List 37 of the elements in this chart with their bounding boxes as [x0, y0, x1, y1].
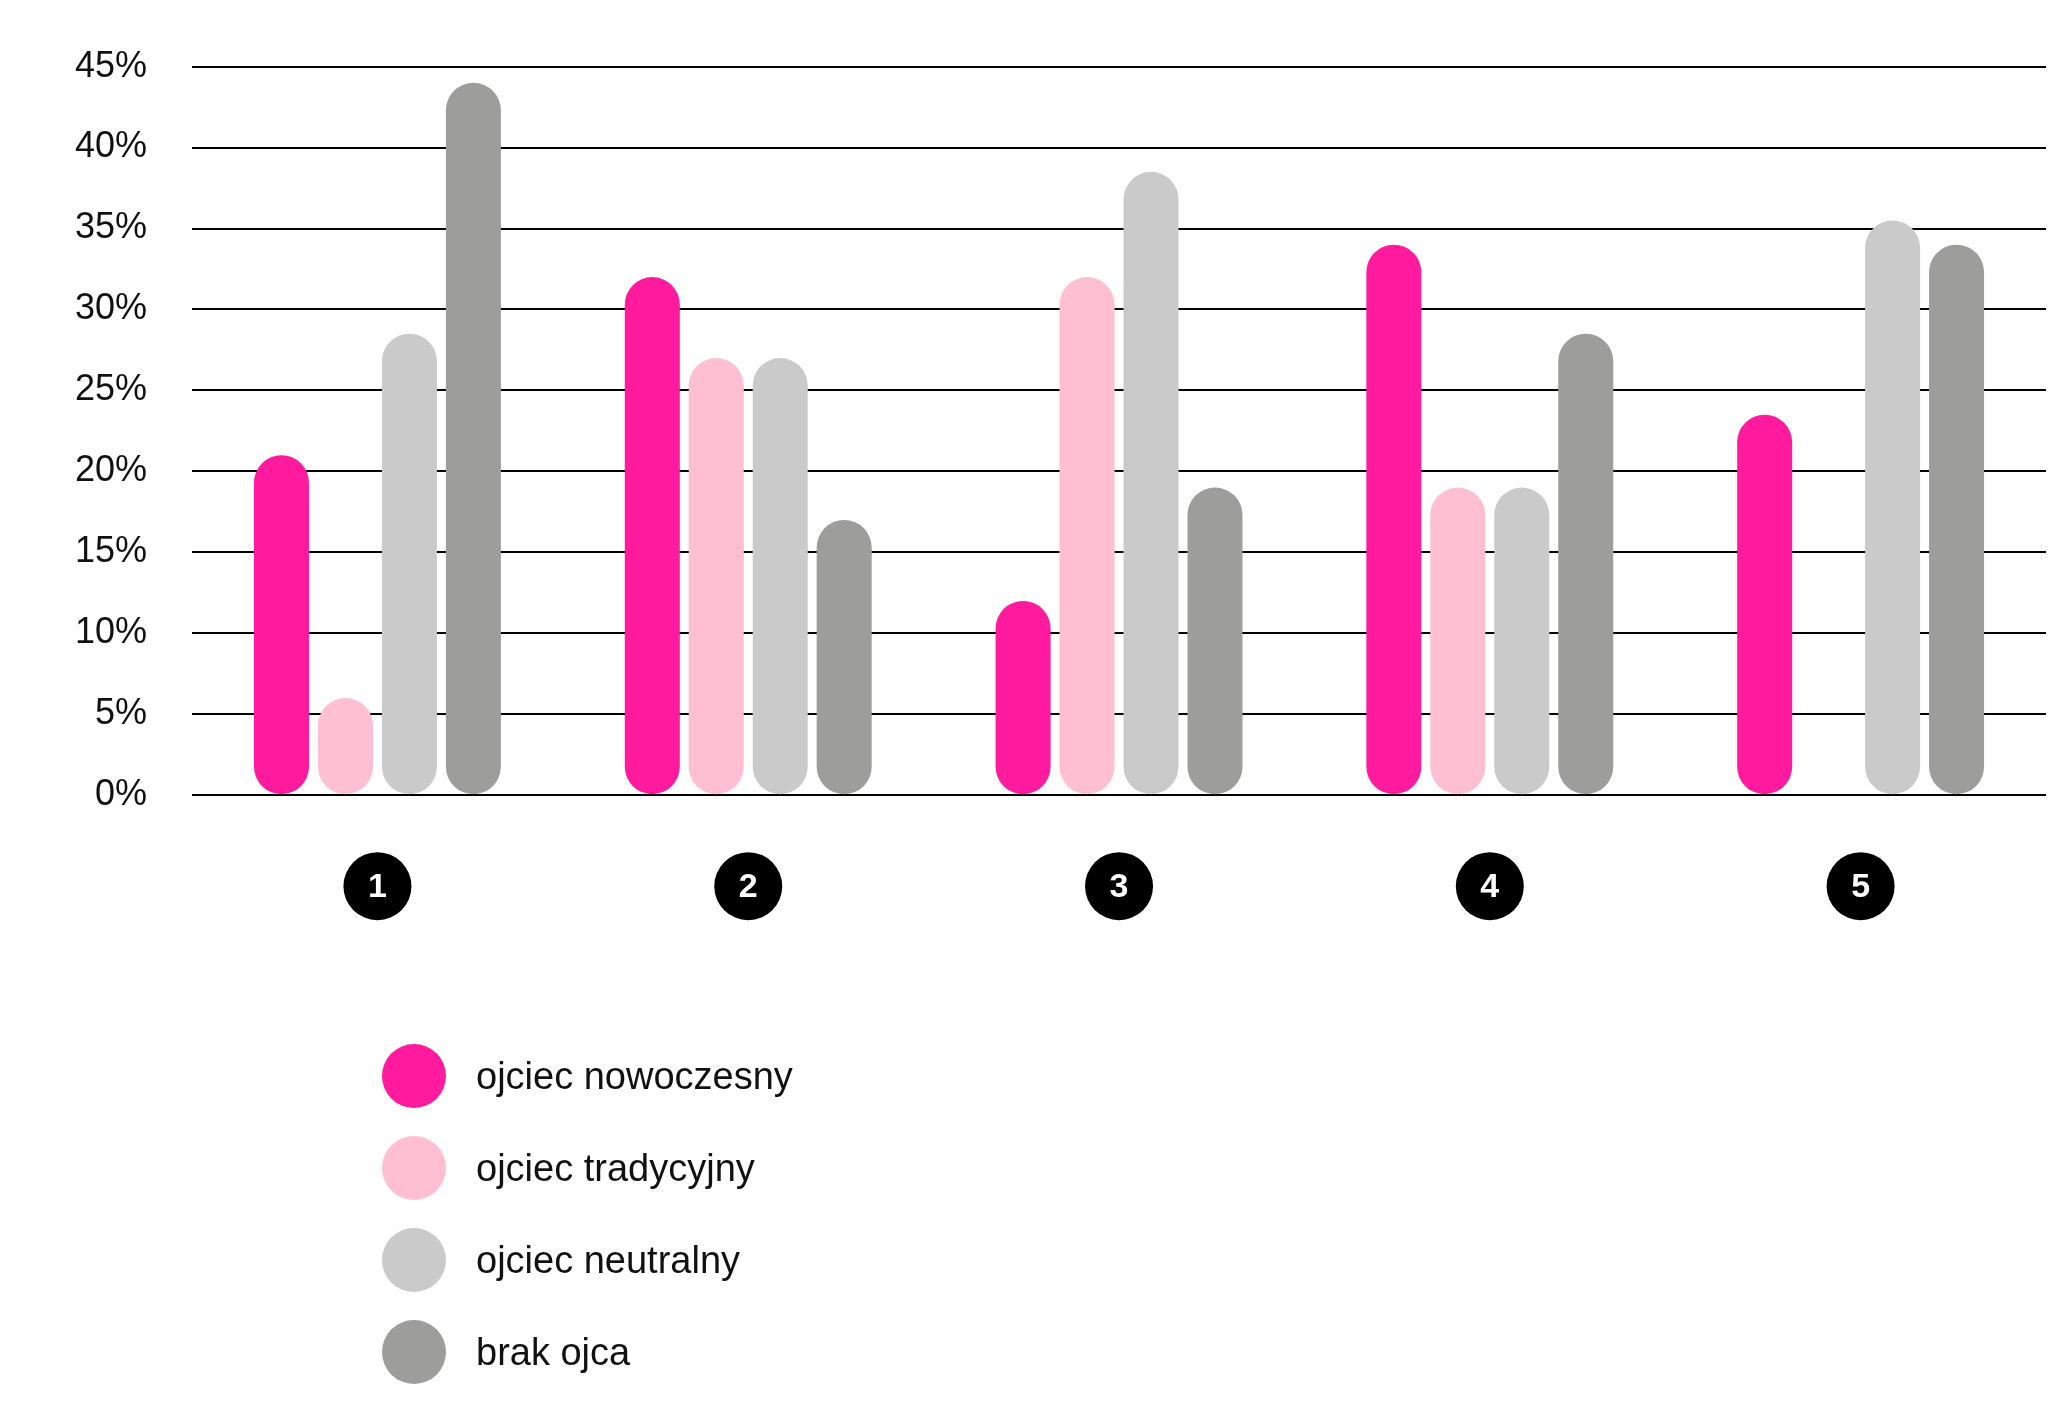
y-tick-label: 30% — [74, 286, 148, 328]
y-tick-label: 20% — [74, 448, 148, 490]
bar — [688, 358, 744, 795]
bar — [445, 82, 501, 795]
x-tick-label: 3 — [1109, 865, 1129, 904]
y-tick-label: 15% — [74, 529, 148, 571]
bar — [995, 600, 1051, 795]
bar — [1558, 333, 1614, 795]
bar — [254, 455, 310, 795]
legend-label: ojciec neutralny — [476, 1238, 741, 1282]
legend-label: brak ojca — [476, 1330, 631, 1374]
x-tick-label: 4 — [1480, 865, 1500, 904]
bar — [1187, 487, 1243, 795]
bar — [1865, 220, 1921, 795]
bar — [1366, 244, 1422, 795]
x-tick-label: 1 — [367, 865, 387, 904]
bar — [752, 358, 808, 795]
bar — [1929, 244, 1985, 795]
bar — [1494, 487, 1550, 795]
bar — [1737, 414, 1793, 795]
y-tick-label: 10% — [74, 610, 148, 652]
bar — [816, 519, 872, 795]
y-tick-label: 0% — [95, 772, 148, 814]
bar — [1123, 171, 1179, 795]
y-tick-label: 5% — [95, 691, 148, 733]
x-tick-label: 5 — [1851, 865, 1871, 904]
y-tick-label: 35% — [74, 205, 148, 247]
legend-label: ojciec tradycyjny — [476, 1146, 755, 1190]
bar — [624, 277, 680, 795]
legend-label: ojciec nowoczesny — [476, 1054, 793, 1098]
bar — [1059, 277, 1115, 795]
bar — [381, 333, 437, 795]
x-tick-label: 2 — [738, 865, 758, 904]
y-tick-label: 25% — [74, 367, 148, 409]
bar — [1430, 487, 1486, 795]
y-tick-label: 45% — [74, 43, 148, 85]
y-tick-label: 40% — [74, 124, 148, 166]
